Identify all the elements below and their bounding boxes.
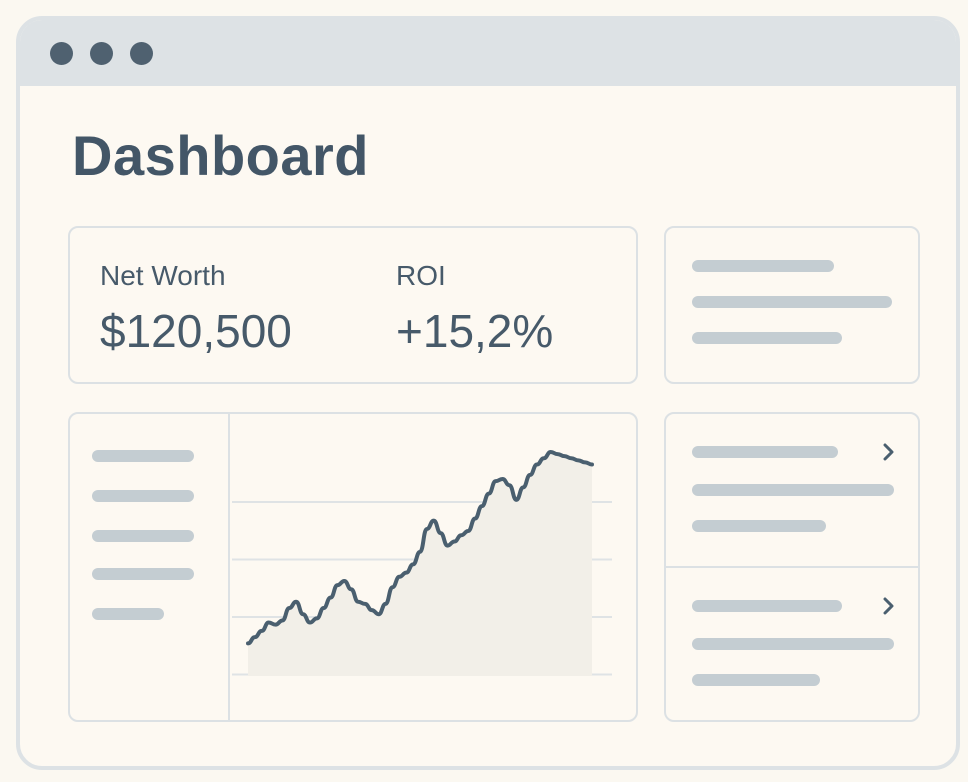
placeholder-line xyxy=(692,638,894,650)
roi-label: ROI xyxy=(396,260,446,291)
placeholder-line xyxy=(692,296,892,308)
sidebar-item-placeholder[interactable] xyxy=(92,568,194,580)
placeholder-line xyxy=(692,332,842,344)
net-worth-value: $120,500 xyxy=(100,305,292,357)
sidebar-item-placeholder[interactable] xyxy=(92,450,194,462)
placeholder-line xyxy=(692,674,820,686)
minimize-dot[interactable] xyxy=(90,42,113,65)
title-bar xyxy=(20,20,956,86)
list-card xyxy=(664,412,920,722)
placeholder-line xyxy=(692,260,834,272)
placeholder-line xyxy=(692,600,842,612)
net-worth-label: Net Worth xyxy=(100,260,226,291)
placeholder-line xyxy=(692,520,826,532)
placeholder-line xyxy=(692,484,894,496)
chart-sidebar xyxy=(70,414,230,720)
list-item[interactable] xyxy=(666,414,918,568)
chevron-right-icon[interactable] xyxy=(876,440,900,464)
list-item[interactable] xyxy=(666,568,918,720)
maximize-dot[interactable] xyxy=(130,42,153,65)
chart-card xyxy=(68,412,638,722)
sidebar-item-placeholder[interactable] xyxy=(92,530,194,542)
placeholder-line xyxy=(692,446,838,458)
page-title: Dashboard xyxy=(72,124,369,187)
stats-card: Net Worth $120,500 ROI +15,2% xyxy=(68,226,638,384)
close-dot[interactable] xyxy=(50,42,73,65)
sidebar-item-placeholder[interactable] xyxy=(92,490,194,502)
chart-series-line xyxy=(246,450,594,646)
summary-card xyxy=(664,226,920,384)
roi-value: +15,2% xyxy=(396,305,554,357)
chart-area-fill xyxy=(248,452,592,676)
sidebar-item-placeholder[interactable] xyxy=(92,608,164,620)
chevron-right-icon[interactable] xyxy=(876,594,900,618)
app-window: Dashboard Net Worth $120,500 ROI +15,2% xyxy=(16,16,960,770)
line-chart xyxy=(232,450,612,676)
